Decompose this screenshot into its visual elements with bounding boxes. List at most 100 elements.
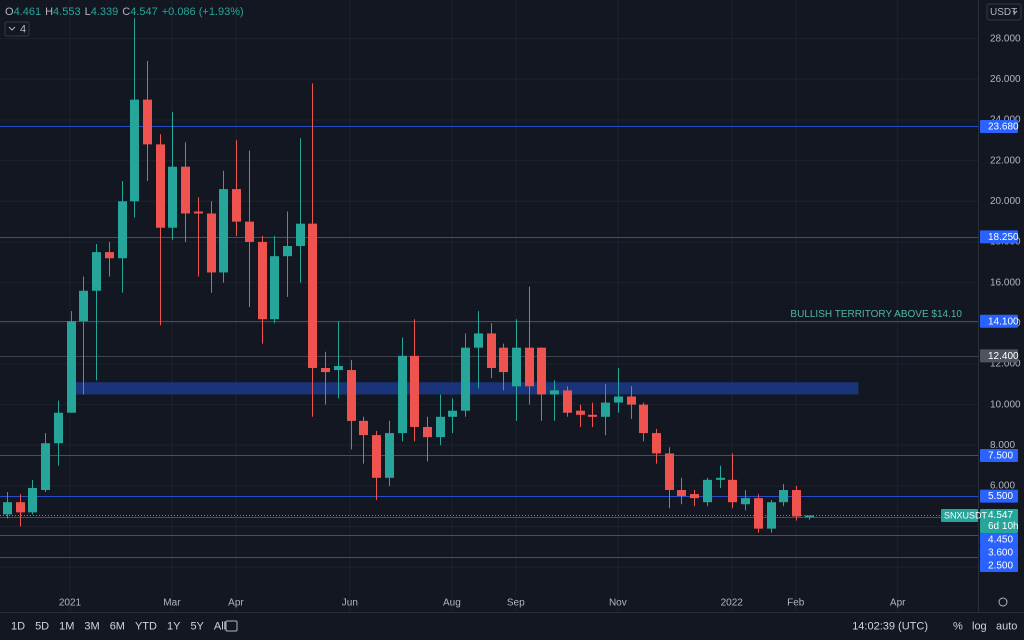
symbol-label: SNXUSDT (944, 510, 988, 520)
candle-body (334, 365, 343, 371)
candle-body (423, 426, 432, 438)
price-tag-label: 3.600 (988, 548, 1013, 559)
range-button[interactable]: 3M (84, 620, 99, 632)
symbol-tag (941, 508, 978, 522)
range-button[interactable]: 1Y (167, 620, 181, 632)
price-tag-label: 12.400 (988, 351, 1019, 362)
scale-button[interactable]: % (953, 620, 963, 632)
x-tick-label: Mar (163, 598, 181, 609)
candle-body (690, 494, 699, 499)
range-button[interactable]: 5D (35, 620, 49, 632)
candle-body (194, 211, 203, 214)
x-tick-label: Apr (228, 598, 244, 609)
settings-icon[interactable] (998, 597, 1008, 607)
candle-body (677, 490, 686, 497)
candle-body (728, 479, 737, 503)
candle-body (16, 502, 25, 513)
price-tag-label: 2.500 (988, 561, 1013, 572)
candle-body (79, 290, 88, 322)
ui: 4 USDT 14:02:39 (UTC) O 4.461 H 4.553 L 4.339… (4, 3, 1022, 632)
price-tag (980, 349, 1018, 363)
candle-body (410, 355, 419, 427)
indicator-toggle[interactable] (4, 21, 30, 37)
x-tick-label: Jun (342, 598, 358, 609)
candle-body (448, 410, 457, 417)
x-tick-label: Sep (507, 598, 525, 609)
candle-body (118, 201, 127, 259)
candle-body (779, 490, 788, 503)
chevron-icon (8, 26, 16, 31)
x-tick-label: Nov (609, 598, 627, 609)
candle-body (512, 347, 521, 387)
range-button[interactable]: All (214, 620, 226, 632)
price-tag (980, 119, 1018, 133)
candle-body (385, 433, 394, 478)
range-button[interactable]: 5Y (190, 620, 204, 632)
price-tag-label: 18.250 (988, 232, 1019, 243)
candle-body (359, 420, 368, 436)
price-tag (980, 545, 1018, 559)
candle-body (321, 368, 330, 373)
price-tag-label: 7.500 (988, 451, 1013, 462)
candle-body (258, 241, 267, 320)
candle-body (398, 355, 407, 434)
range-button[interactable]: 6M (110, 620, 125, 632)
y-tick-label: 10.000 (990, 399, 1021, 410)
candle-body (207, 213, 216, 273)
candle-body (716, 477, 725, 480)
candle-body (652, 433, 661, 454)
candle-body (474, 333, 483, 348)
currency-button[interactable] (986, 3, 1022, 21)
price-tag-label: 5.500 (988, 491, 1013, 502)
candle-body (168, 166, 177, 228)
candle-body (588, 414, 597, 417)
candle-body (703, 479, 712, 503)
candle-body (92, 252, 101, 291)
calendar-icon[interactable] (225, 620, 238, 632)
y-tick-label: 26.000 (990, 74, 1021, 85)
y-tick-label: 16.000 (990, 277, 1021, 288)
candle-body (436, 416, 445, 438)
y-tick-label: 8.000 (990, 440, 1015, 451)
price-tag (980, 314, 1018, 328)
price-tag (980, 448, 1018, 462)
candle-body (627, 396, 636, 405)
y-tick-label: 6.000 (990, 481, 1015, 492)
price-tag (980, 230, 1018, 244)
legend-value: 4.339 (91, 6, 119, 18)
x-tick-label: Feb (787, 598, 805, 609)
candle-body (54, 412, 63, 444)
candle-body (3, 502, 12, 515)
legend-key: H (45, 6, 53, 18)
currency-label: USDT (990, 7, 1017, 18)
range-button[interactable]: 1D (11, 620, 25, 632)
last-price-tag (980, 508, 1018, 533)
candle-body (181, 166, 190, 214)
candle-body (537, 347, 546, 395)
countdown: 6d 10h (988, 521, 1019, 532)
scale-button[interactable]: log (972, 620, 987, 632)
candle-body (614, 396, 623, 403)
clock: 14:02:39 (UTC) (852, 620, 928, 632)
range-button[interactable]: YTD (135, 620, 157, 632)
candle-body (487, 333, 496, 369)
candle-body (754, 498, 763, 529)
legend-value: 4.461 (14, 6, 42, 18)
range-button[interactable]: 1M (59, 620, 74, 632)
price-tag-label: 23.680 (988, 122, 1019, 133)
candle-body (805, 515, 814, 518)
legend-value: 4.553 (53, 6, 81, 18)
candle-body (41, 443, 50, 491)
candle-body (105, 252, 114, 259)
price-tag-label: 14.100 (988, 316, 1019, 327)
price-tag (980, 489, 1018, 503)
legend-key: O (5, 6, 14, 18)
candle-body (28, 487, 37, 513)
scale-button[interactable]: auto (996, 620, 1017, 632)
legend-change: +0.086 (+1.93%) (162, 6, 244, 18)
candle-body (639, 404, 648, 434)
x-tick-label: Apr (890, 598, 906, 609)
plot: BULLISH TERRITORY ABOVE $14.10 (0, 18, 978, 558)
